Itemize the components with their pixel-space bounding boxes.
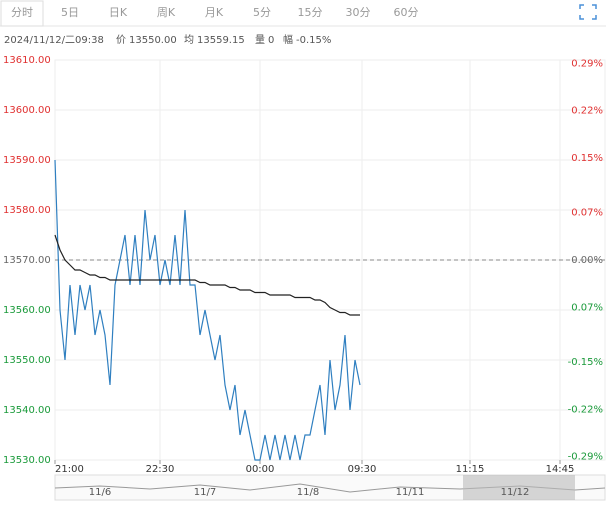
tab[interactable]: 日K xyxy=(109,6,128,19)
info-vol: 0 xyxy=(268,35,274,46)
x-tick-label: 09:30 xyxy=(348,464,377,475)
tab[interactable]: 周K xyxy=(157,6,176,19)
navigator-date: 11/12 xyxy=(501,487,530,498)
x-tick-label: 22:30 xyxy=(146,464,175,475)
tab[interactable]: 分时 xyxy=(11,6,33,19)
info-change-label: 幅 xyxy=(283,33,293,46)
info-change: -0.15% xyxy=(296,35,331,46)
y-tick-label: 13560.00 xyxy=(3,305,51,316)
tab[interactable]: 15分 xyxy=(298,6,323,19)
navigator-date: 11/11 xyxy=(396,487,425,498)
tab[interactable]: 30分 xyxy=(346,6,371,19)
y-tick-label: 13610.00 xyxy=(3,55,51,66)
y-tick-label: 13530.00 xyxy=(3,455,51,466)
y2-tick-label: -0.15% xyxy=(568,357,603,368)
y-tick-label: 13600.00 xyxy=(3,105,51,116)
navigator-date: 11/8 xyxy=(297,487,319,498)
y2-tick-label: 0.22% xyxy=(571,106,603,117)
y2-tick-label: 0.29% xyxy=(571,58,603,69)
tab[interactable]: 月K xyxy=(205,6,224,19)
y2-tick-label: -0.29% xyxy=(568,452,603,463)
info-price: 13550.00 xyxy=(129,35,177,46)
y-tick-label: 13540.00 xyxy=(3,405,51,416)
x-tick-label: 21:00 xyxy=(55,464,84,475)
navigator-window[interactable] xyxy=(463,475,575,500)
navigator-date: 11/7 xyxy=(194,487,216,498)
tab[interactable]: 5分 xyxy=(253,6,271,19)
tab-active xyxy=(0,0,44,27)
y2-tick-label: 0.07% xyxy=(571,208,603,219)
fullscreen-icon[interactable] xyxy=(579,4,597,20)
info-price-label: 价 xyxy=(116,34,126,46)
navigator-date: 11/6 xyxy=(89,487,111,498)
y-tick-label: 13590.00 xyxy=(3,155,51,166)
tab[interactable]: 5日 xyxy=(61,6,79,19)
info-avg-label: 均 xyxy=(184,34,194,46)
y-tick-label: 13550.00 xyxy=(3,355,51,366)
y2-tick-label: 0.15% xyxy=(571,153,603,164)
x-tick-label: 11:15 xyxy=(456,464,485,475)
y2-tick-label: -0.22% xyxy=(568,404,603,415)
x-tick-label: 00:00 xyxy=(246,464,275,475)
tab[interactable]: 60分 xyxy=(394,6,419,19)
price-line xyxy=(54,159,361,461)
info-avg: 13559.15 xyxy=(197,35,245,46)
y-tick-label: 13570.00 xyxy=(3,255,51,266)
x-tick-label: 14:45 xyxy=(546,464,575,475)
tab-bar xyxy=(0,0,606,26)
info-vol-label: 量 xyxy=(255,34,265,46)
info-time: 2024/11/12/二09:38 xyxy=(4,35,104,46)
y2-tick-label: 0.07% xyxy=(571,302,603,313)
average-line xyxy=(54,234,360,316)
y-tick-label: 13580.00 xyxy=(3,205,51,216)
